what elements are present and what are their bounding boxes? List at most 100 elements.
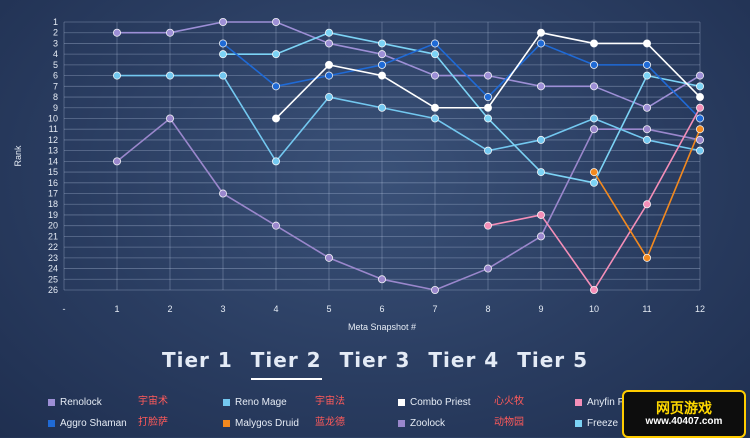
data-point-zoolock[interactable] [165,114,174,123]
legend-item-combo-priest[interactable]: Combo Priest [398,394,471,410]
data-point-zoolock[interactable] [113,157,122,166]
data-point-combo-priest[interactable] [696,93,705,102]
data-point-freeze-mage[interactable] [430,50,439,59]
data-point-freeze-mage[interactable] [696,82,705,91]
legend-item-malygos-druid[interactable]: Malygos Druid [223,415,299,431]
data-point-aggro-shaman[interactable] [537,39,546,48]
y-tick-label: 22 [48,242,58,252]
tab-tier-1[interactable]: Tier 1 [161,348,233,372]
y-tick-label: 12 [48,135,58,145]
data-point-reno-mage[interactable] [271,157,280,166]
y-tick-label: 17 [48,189,58,199]
data-point-renolock[interactable] [113,28,122,37]
legend-cn-label: 心火牧 [494,396,524,407]
data-point-zoolock[interactable] [696,135,705,144]
data-point-freeze-mage[interactable] [218,50,227,59]
data-point-combo-priest[interactable] [377,71,386,80]
data-point-aggro-shaman[interactable] [324,71,333,80]
data-point-zoolock[interactable] [483,264,492,273]
y-tick-label: 1 [53,17,58,27]
data-point-zoolock[interactable] [537,232,546,241]
data-point-reno-mage[interactable] [483,146,492,155]
series-line-freeze-mage [223,31,701,184]
data-point-malygos-druid[interactable] [590,168,599,177]
data-point-anyfin-paladin[interactable] [696,103,705,112]
data-point-anyfin-paladin[interactable] [483,221,492,230]
data-point-renolock[interactable] [165,28,174,37]
legend-item-zoolock[interactable]: Zoolock [398,415,445,431]
legend-item-reno-mage[interactable]: Reno Mage [223,394,287,410]
data-point-freeze-mage[interactable] [643,71,652,80]
data-point-renolock[interactable] [430,71,439,80]
tab-tier-5[interactable]: Tier 5 [517,348,589,372]
series-line-renolock [117,21,701,109]
data-point-zoolock[interactable] [218,189,227,198]
legend-item-renolock[interactable]: Renolock [48,394,102,410]
data-point-zoolock[interactable] [643,125,652,134]
legend-label: Reno Mage [235,396,287,408]
tab-tier-3[interactable]: Tier 3 [339,348,411,372]
data-point-aggro-shaman[interactable] [377,60,386,69]
data-point-renolock[interactable] [643,103,652,112]
data-point-freeze-mage[interactable] [537,168,546,177]
legend-item-freeze-mage[interactable]: Freeze [575,415,618,431]
y-tick-label: 16 [48,178,58,188]
data-point-combo-priest[interactable] [430,103,439,112]
legend-cn-label: 宇宙术 [138,396,168,407]
series-line-zoolock [116,117,701,291]
data-point-reno-mage[interactable] [590,114,599,123]
tab-tier-4[interactable]: Tier 4 [428,348,500,372]
data-point-combo-priest[interactable] [590,39,599,48]
data-point-zoolock[interactable] [590,125,599,134]
data-point-renolock[interactable] [377,50,386,59]
tab-tier-2[interactable]: Tier 2 [250,346,322,380]
data-point-aggro-shaman[interactable] [483,93,492,102]
data-point-reno-mage[interactable] [537,135,546,144]
data-point-zoolock[interactable] [377,275,386,284]
data-point-zoolock[interactable] [271,221,280,230]
data-point-combo-priest[interactable] [271,114,280,123]
data-point-reno-mage[interactable] [377,103,386,112]
data-point-freeze-mage[interactable] [324,28,333,37]
data-point-malygos-druid[interactable] [643,253,652,262]
data-point-reno-mage[interactable] [165,71,174,80]
data-point-reno-mage[interactable] [696,146,705,155]
data-point-zoolock[interactable] [430,285,439,294]
data-point-renolock[interactable] [271,17,280,26]
data-point-anyfin-paladin[interactable] [590,285,599,294]
x-tick-label: 8 [485,304,490,314]
data-point-aggro-shaman[interactable] [218,39,227,48]
legend-label: Malygos Druid [235,417,299,429]
data-point-renolock[interactable] [590,82,599,91]
data-point-renolock[interactable] [696,71,705,80]
data-point-combo-priest[interactable] [324,60,333,69]
data-point-malygos-druid[interactable] [696,125,705,134]
legend-swatch [398,398,405,406]
data-point-reno-mage[interactable] [113,71,122,80]
data-point-reno-mage[interactable] [218,71,227,80]
data-point-renolock[interactable] [218,17,227,26]
data-point-aggro-shaman[interactable] [590,60,599,69]
data-point-reno-mage[interactable] [643,135,652,144]
data-point-combo-priest[interactable] [537,28,546,37]
data-point-freeze-mage[interactable] [590,178,599,187]
data-point-reno-mage[interactable] [430,114,439,123]
data-point-aggro-shaman[interactable] [696,114,705,123]
data-point-anyfin-paladin[interactable] [643,200,652,209]
data-point-reno-mage[interactable] [324,93,333,102]
data-point-renolock[interactable] [483,71,492,80]
data-point-freeze-mage[interactable] [377,39,386,48]
data-point-aggro-shaman[interactable] [643,60,652,69]
data-point-anyfin-paladin[interactable] [537,210,546,219]
data-point-combo-priest[interactable] [483,103,492,112]
data-point-renolock[interactable] [537,82,546,91]
data-point-aggro-shaman[interactable] [271,82,280,91]
data-point-aggro-shaman[interactable] [430,39,439,48]
legend-item-aggro-shaman[interactable]: Aggro Shaman [48,415,127,431]
data-point-zoolock[interactable] [324,253,333,262]
data-point-renolock[interactable] [324,39,333,48]
legend-item-anyfin-paladin[interactable]: Anyfin P [575,394,624,410]
data-point-freeze-mage[interactable] [271,50,280,59]
data-point-freeze-mage[interactable] [483,114,492,123]
data-point-combo-priest[interactable] [643,39,652,48]
